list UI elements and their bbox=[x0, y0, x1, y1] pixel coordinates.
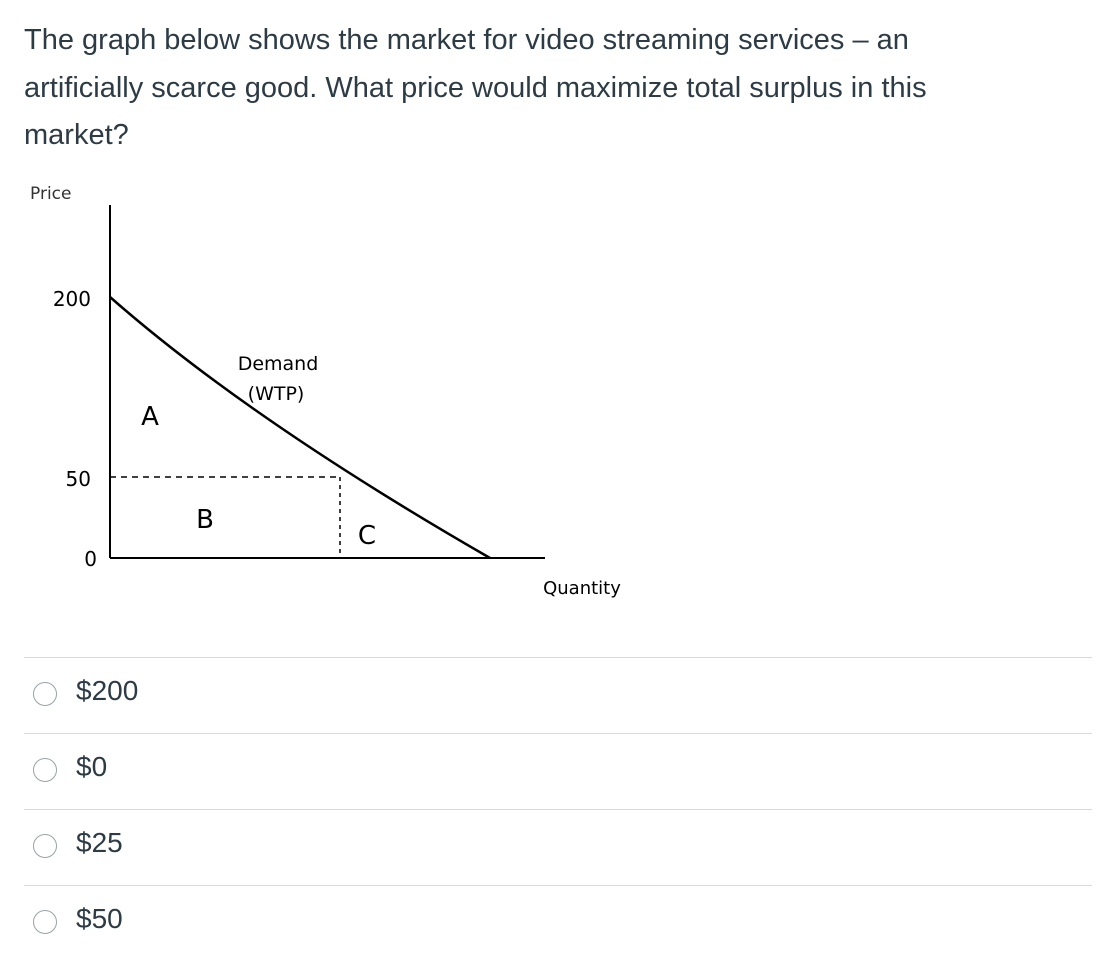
question-line: artificially scarce good. What price wou… bbox=[24, 72, 927, 104]
tick-label: 200 bbox=[53, 287, 91, 311]
question-line: market? bbox=[24, 119, 129, 151]
radio-button[interactable] bbox=[33, 834, 57, 858]
area-label: B bbox=[196, 505, 214, 535]
option-label[interactable]: $0 bbox=[76, 751, 108, 782]
separator bbox=[24, 733, 1092, 734]
graph: Price 200 50 0 Demand (WTP) A B C Quanti… bbox=[30, 184, 621, 599]
tick-label: 0 bbox=[84, 547, 97, 571]
separator bbox=[24, 885, 1092, 886]
demand-label: Demand bbox=[238, 353, 319, 375]
option-label[interactable]: $200 bbox=[76, 675, 139, 706]
demand-curve bbox=[109, 296, 491, 560]
y-axis-label: Price bbox=[30, 184, 71, 204]
option-label[interactable]: $25 bbox=[76, 827, 123, 858]
option-label[interactable]: $50 bbox=[76, 903, 123, 934]
demand-label: (WTP) bbox=[248, 383, 305, 405]
question-line: The graph below shows the market for vid… bbox=[24, 24, 909, 56]
radio-button[interactable] bbox=[33, 758, 57, 782]
radio-button[interactable] bbox=[33, 910, 57, 934]
x-axis-label: Quantity bbox=[543, 578, 621, 599]
area-label: C bbox=[358, 521, 376, 551]
area-label: A bbox=[141, 402, 159, 432]
separator bbox=[24, 657, 1092, 658]
radio-button[interactable] bbox=[33, 682, 57, 706]
separator bbox=[24, 809, 1092, 810]
tick-label: 50 bbox=[66, 467, 91, 491]
